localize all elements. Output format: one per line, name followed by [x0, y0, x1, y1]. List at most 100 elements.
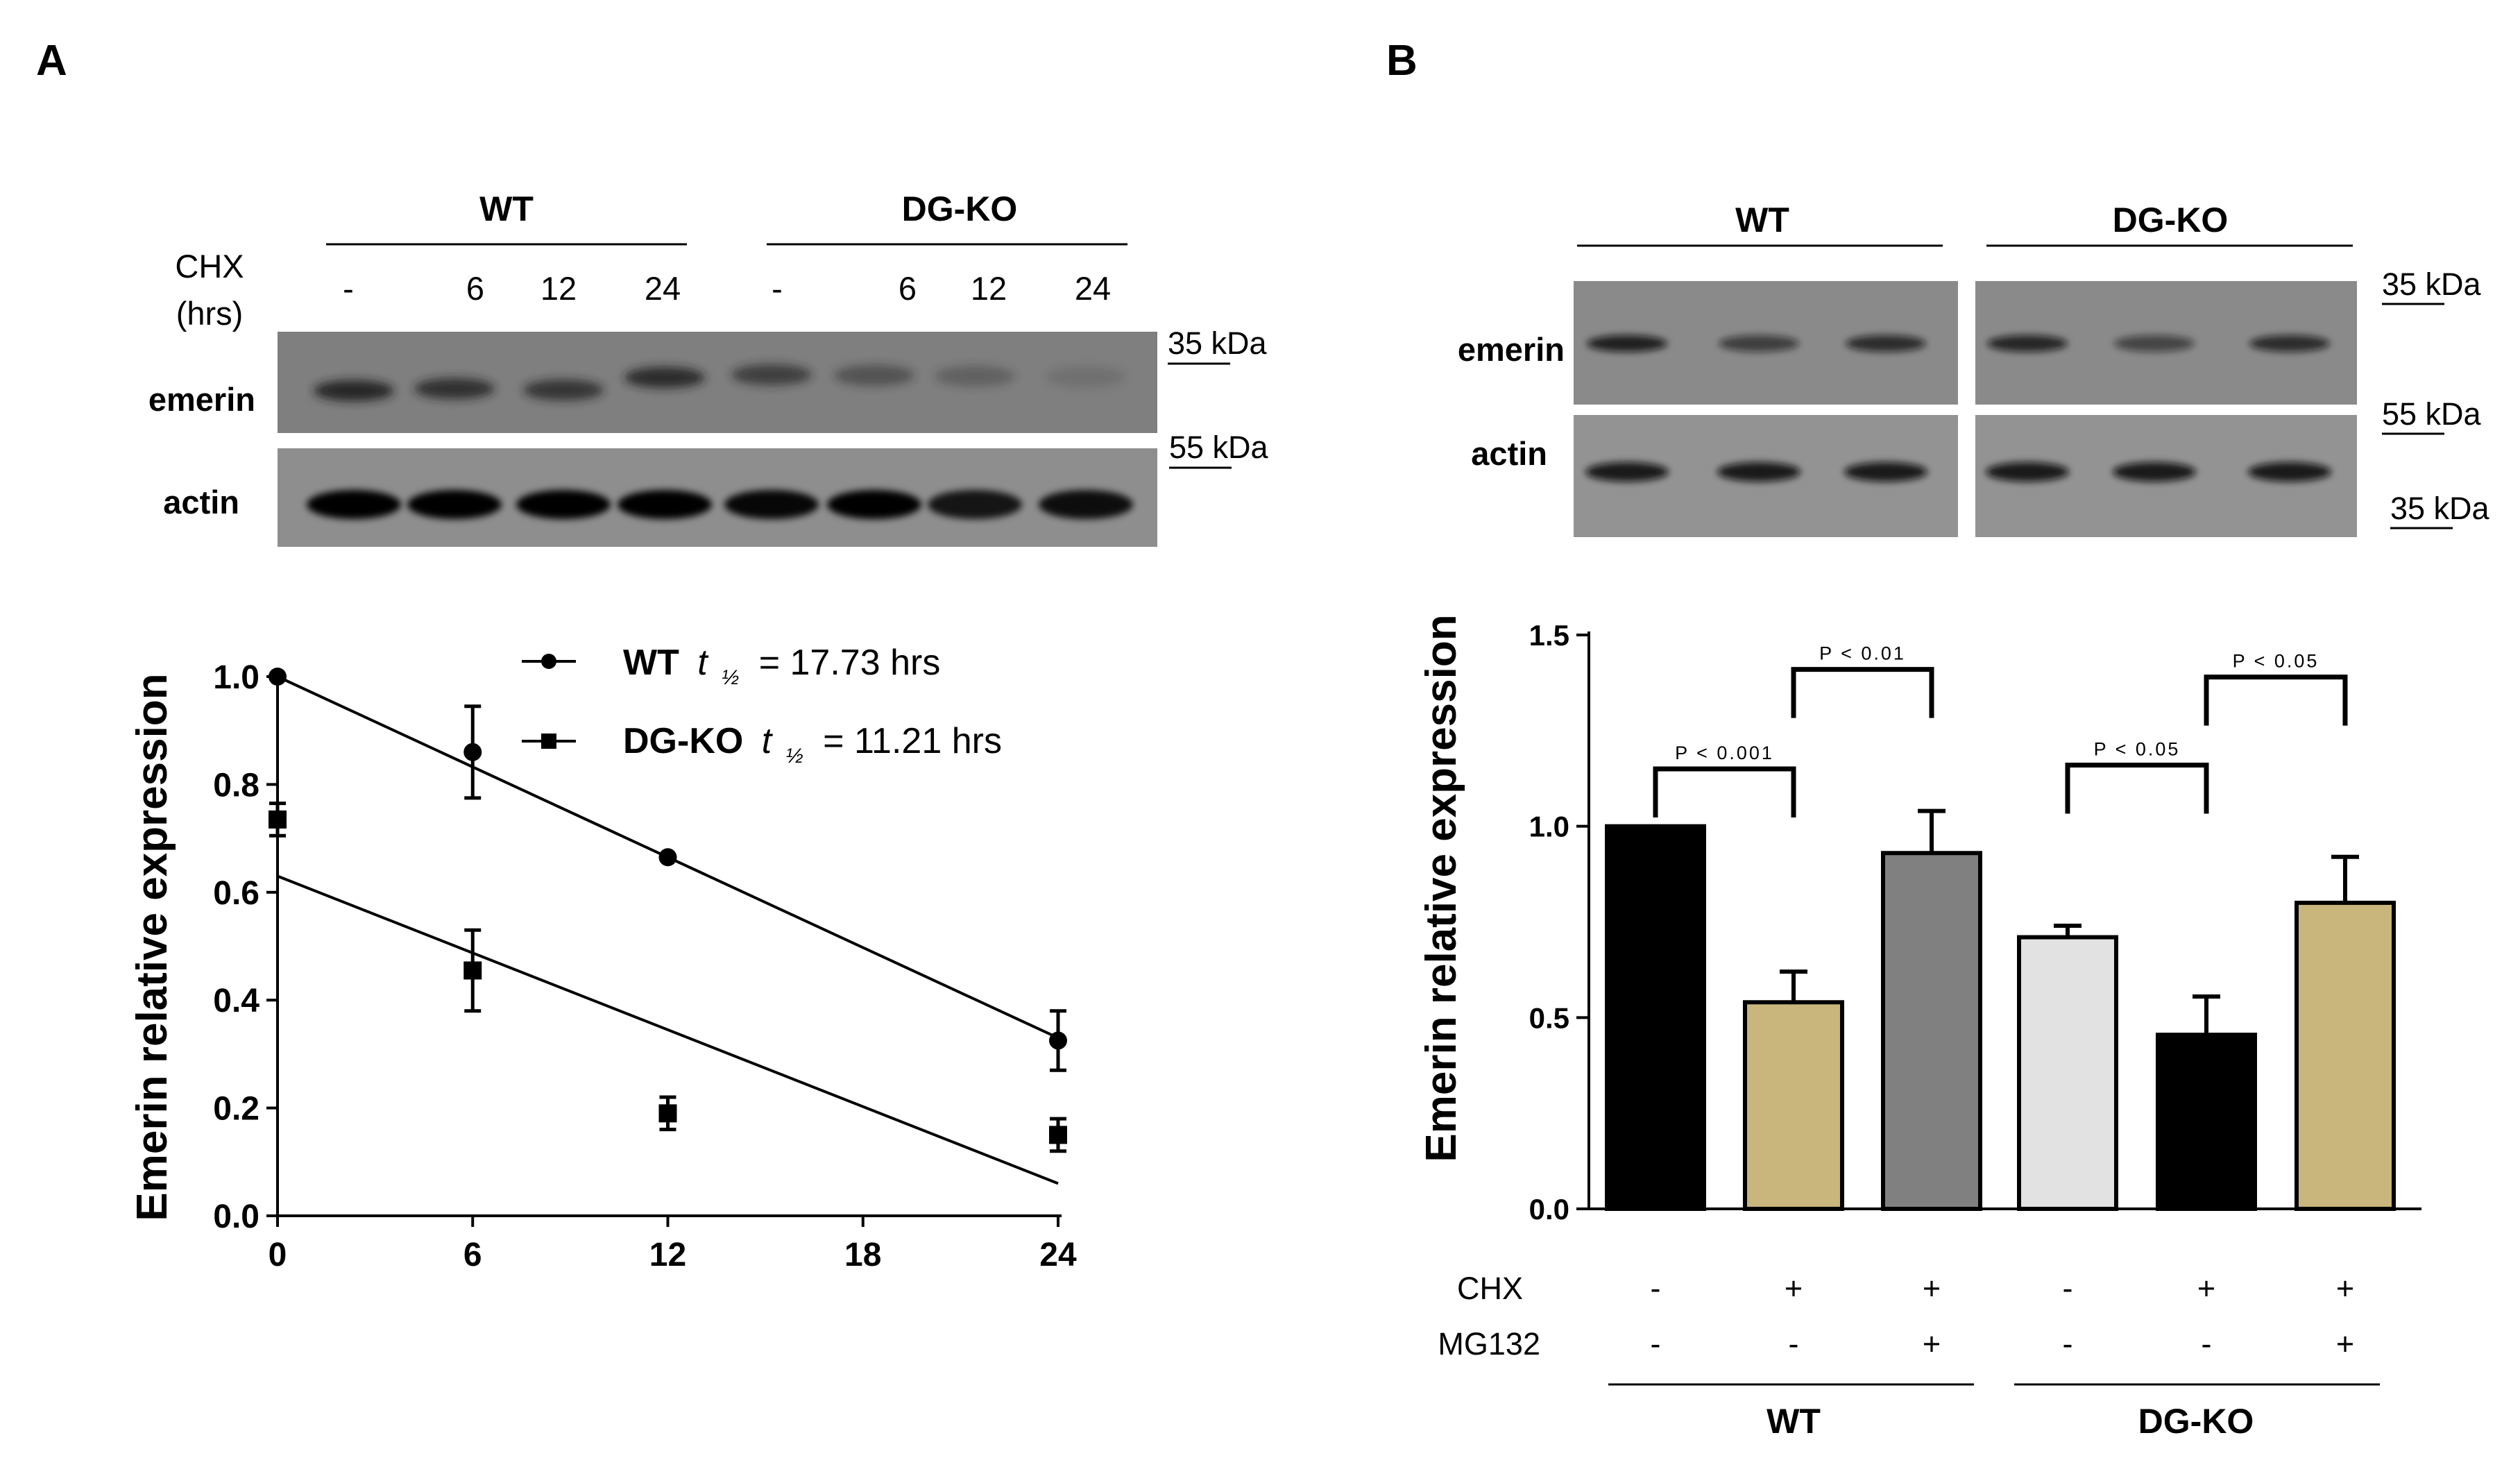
condition-chx-1: + [1785, 1271, 1803, 1306]
legend-dgko-sub: ½ [786, 745, 803, 768]
comparison-label-3: P < 0.05 [2233, 651, 2319, 672]
bar-2 [1881, 851, 1982, 1211]
comparison-label-1: P < 0.01 [1819, 643, 1906, 664]
point-wt-0 [269, 668, 287, 686]
condition-chx-3: - [2063, 1271, 2073, 1306]
blot-b-group-wt: WT [1735, 201, 1789, 239]
point-wt-2 [658, 848, 677, 867]
blot-a-lane-label-2: 12 [540, 270, 577, 307]
point-wt-3 [1049, 1031, 1067, 1050]
blot-a-marker-35: 35 kDa [1168, 325, 1268, 361]
legend-dgko-value: = 11.21 hrs [823, 721, 1002, 761]
blot-a-lane-label-6: 12 [971, 270, 1007, 307]
condition-mg132-2: + [1923, 1326, 1941, 1362]
blot-b-actin-band-1 [1717, 462, 1800, 482]
blot-a-marker-55: 55 kDa [1169, 430, 1269, 465]
blot-b-actin-band-4 [2113, 462, 2196, 482]
blot-a-treatment-label: CHX [175, 248, 244, 285]
blot-a-actin-band-1 [407, 490, 502, 519]
blot-b-row-emerin: emerin [1458, 331, 1565, 368]
condition-chx-4: + [2197, 1271, 2215, 1306]
blot-a-row-actin: actin [163, 484, 239, 520]
blot-a: WT DG-KO CHX (hrs) - 6 12 24 - 6 12 24 emerin a… [148, 189, 1269, 547]
blot-a-emerin-membrane [278, 332, 1157, 433]
blot-a-actin-membrane [278, 448, 1157, 547]
point-dgko-2 [658, 1104, 677, 1123]
group-wt-label: WT [1766, 1402, 1821, 1441]
blot-a-lane-label-3: 24 [645, 270, 681, 307]
chart-a-y-axis-title: Emerin relative expression [128, 673, 176, 1221]
blot-a-row-emerin: emerin [148, 381, 255, 418]
condition-chx-0: - [1651, 1271, 1661, 1306]
blot-b-emerin-band-3 [1987, 335, 2068, 352]
blot-a-actin-band-6 [928, 490, 1022, 519]
bar-5 [2295, 900, 2396, 1212]
chart-b-y-tick-label-2: 1.0 [1529, 811, 1569, 843]
blot-a-treatment-unit: (hrs) [176, 295, 244, 332]
panel-b-letter: B [1386, 37, 1418, 85]
blot-a-emerin-band-4 [731, 364, 812, 385]
bar-3 [2017, 935, 2118, 1211]
chart-b: 0.00.51.01.5 Emerin relative expression … [1418, 614, 2421, 1441]
blot-a-lane-label-7: 24 [1075, 270, 1111, 307]
condition-chx-2: + [1923, 1271, 1941, 1306]
legend-wt-name: WT [623, 643, 679, 683]
blot-a-actin-band-4 [724, 490, 819, 519]
chart-a-y-tick-label-0: 0.0 [213, 1198, 259, 1235]
chart-a-x-tick-label-0: 0 [269, 1237, 287, 1273]
blot-b-marker-35-bottom: 35 kDa [2390, 491, 2490, 526]
blot-a-emerin-band-2 [523, 380, 604, 400]
blot-b-actin-band-0 [1585, 462, 1669, 482]
comparison-bracket-2 [2065, 762, 2209, 814]
blot-a-actin-band-7 [1039, 490, 1133, 519]
condition-mg132-1: - [1789, 1326, 1799, 1362]
condition-mg132-0: - [1651, 1326, 1661, 1362]
bar-1 [1743, 1000, 1844, 1212]
point-wt-1 [463, 743, 482, 761]
bar-0 [1605, 824, 1706, 1211]
legend-dgko-label: DG-KO t ½ = 11.21 hrs [623, 721, 1002, 771]
chart-b-y-tick-label-3: 1.5 [1529, 619, 1569, 652]
chart-a-x-tick-label-1: 6 [463, 1237, 482, 1273]
blot-a-lane-label-0: - [343, 270, 354, 307]
chart-a-legend: WT t ½ = 17.73 hrs DG-KO t ½ = 11.21 hrs [522, 643, 1002, 771]
comparison-bracket-0 [1653, 766, 1796, 817]
chart-a: 0 6 12 18 24 0.0 0.2 0.4 0.6 0.8 1.0 Emerin relati… [128, 643, 1077, 1273]
chart-a-y-tick-label-1: 0.2 [213, 1091, 259, 1128]
point-dgko-1 [463, 961, 482, 980]
blot-b-group-dgko: DG-KO [2113, 201, 2229, 239]
chart-b-y-tick-label-0: 0.0 [1529, 1193, 1569, 1226]
chart-a-y-tick-label-2: 0.4 [213, 983, 259, 1019]
blot-a-group-dgko: DG-KO [902, 189, 1018, 228]
comparison-bracket-1 [1791, 667, 1934, 718]
blot-a-emerin-band-0 [314, 380, 394, 401]
blot-a-emerin-band-1 [414, 378, 495, 399]
blot-b-actin-band-3 [1986, 462, 2069, 482]
chart-a-x-tick-label-4: 24 [1039, 1237, 1077, 1273]
comparison-label-0: P < 0.001 [1675, 743, 1774, 763]
blot-b-emerin-band-4 [2114, 335, 2195, 352]
blot-b-marker-35-top: 35 kDa [2382, 266, 2482, 302]
legend-dgko-name: DG-KO [623, 721, 743, 761]
group-dgko-label: DG-KO [2138, 1402, 2254, 1441]
blot-b-actin-band-5 [2248, 462, 2331, 482]
bar-4 [2156, 1033, 2257, 1211]
blot-b-emerin-band-0 [1587, 335, 1667, 352]
legend-wt-sub: ½ [722, 666, 739, 689]
legend-wt-t: t [697, 643, 709, 683]
legend-wt-marker [541, 654, 556, 669]
point-dgko-0 [269, 810, 287, 829]
chart-a-x-tick-label-2: 12 [649, 1237, 686, 1273]
legend-wt-value: = 17.73 hrs [759, 643, 941, 683]
condition-row-chx: CHX [1457, 1271, 1523, 1306]
blot-b-emerin-band-1 [1719, 335, 1799, 352]
condition-chx-5: + [2336, 1271, 2354, 1306]
blot-a-actin-band-5 [827, 490, 921, 519]
condition-mg132-3: - [2063, 1326, 2073, 1362]
condition-row-mg132: MG132 [1438, 1326, 1540, 1362]
chart-b-y-axis-title: Emerin relative expression [1418, 614, 1465, 1162]
legend-wt-label: WT t ½ = 17.73 hrs [623, 643, 940, 693]
point-dgko-3 [1049, 1126, 1067, 1144]
chart-a-y-tick-label-3: 0.6 [213, 875, 259, 912]
